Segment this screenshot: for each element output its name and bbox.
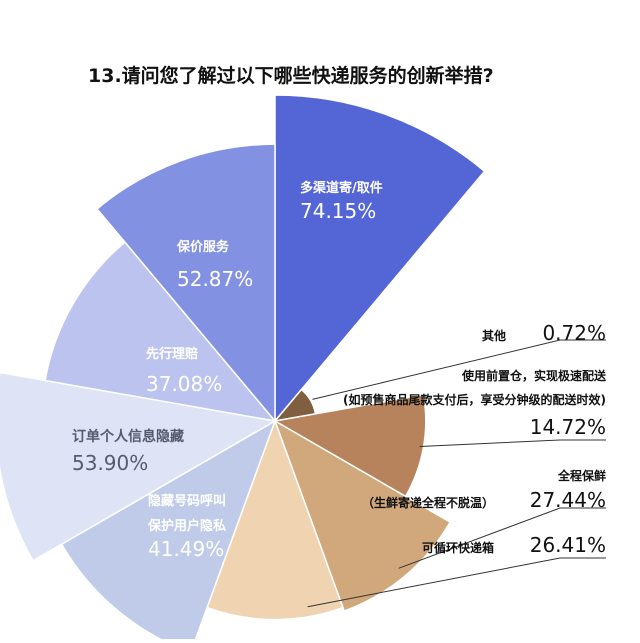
leader-line [419, 439, 606, 447]
slices-layer [0, 94, 486, 643]
leader-line [398, 507, 606, 569]
rose-slice [96, 143, 276, 424]
rose-slice [274, 94, 486, 424]
rose-slice [272, 393, 427, 498]
slice-value-text: 26.41% [530, 533, 606, 557]
rose-slice [273, 419, 452, 613]
rose-slice [206, 418, 344, 621]
slice-label-text: 订单个人信息隐藏 [72, 428, 184, 445]
rose-slice [60, 419, 277, 643]
slice-value-text: 41.49% [148, 537, 224, 561]
rose-slice [0, 371, 278, 562]
slice-value-text: 53.90% [72, 451, 148, 475]
slice-label-text: (如预售商品尾款支付后，享受分钟级的配送时效) [343, 392, 606, 407]
chart-title: 13.请问您了解过以下哪些快递服务的创新举措? [88, 64, 494, 87]
slice-label-text: 全程保鲜 [557, 468, 606, 483]
slice-label-text: 保护用户隐私 [147, 518, 226, 534]
slice-label-text: 其他 [482, 328, 506, 343]
labels-layer: 多渠道寄/取件 74.15% 保价服务 52.87% 先行理赔 37.08% 订单个人信息隐… [72, 180, 607, 561]
slice-value-text: 27.44% [530, 488, 606, 512]
leader-lines-layer [307, 339, 606, 608]
leader-line [312, 339, 606, 400]
slice-label-text: （生鲜寄递全程不脱温） [362, 495, 494, 510]
slice-label-text: 保价服务 [176, 239, 230, 255]
slice-label-text: 使用前置仓，实现极速配送 [461, 368, 607, 383]
slice-label-text: 可循环快递箱 [422, 540, 494, 555]
slice-value-text: 0.72% [542, 321, 606, 345]
leader-line [307, 557, 606, 608]
rose-slice [44, 241, 277, 423]
slice-value-text: 74.15% [300, 199, 376, 223]
slice-label-text: 多渠道寄/取件 [300, 180, 383, 196]
slice-value-text: 14.72% [530, 415, 606, 439]
slice-label-text: 先行理赔 [146, 346, 198, 362]
slice-value-text: 37.08% [146, 372, 222, 396]
slice-value-text: 52.87% [177, 267, 253, 291]
slice-label-text: 隐藏号码呼叫 [148, 493, 226, 509]
